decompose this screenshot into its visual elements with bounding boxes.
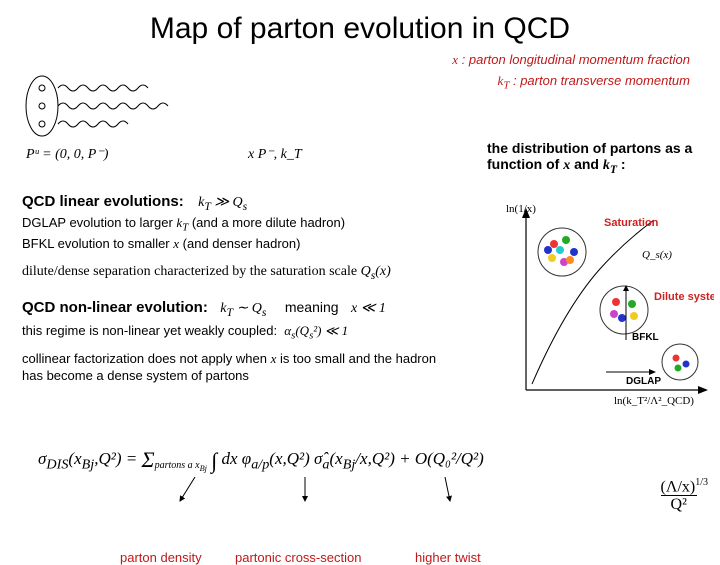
corner-formula: (Λ/x)1/3 Q²: [661, 477, 708, 514]
linear-cond: kT ≫ Qs: [198, 195, 247, 210]
arrow-cross: partonic cross-section: [235, 550, 361, 565]
arrow-twist: higher twist: [415, 550, 481, 565]
svg-text:Saturation: Saturation: [604, 217, 659, 229]
phase-diagram: ln(1/x) Saturation Q_s(x) Dilute system …: [504, 200, 714, 430]
xpkt-label: x P⁻, k_T: [248, 146, 302, 163]
svg-text:DGLAP: DGLAP: [626, 376, 661, 387]
nonlinear-cond: kT ∼ Qs: [220, 301, 266, 316]
page-title: Map of parton evolution in QCD: [0, 12, 720, 46]
distribution-text: the distribution of partons as a functio…: [487, 140, 702, 176]
def-x: x : parton longitudinal momentum fractio…: [0, 50, 690, 71]
svg-text:Q_s(x): Q_s(x): [642, 249, 672, 261]
svg-text:ln(k_T²/Λ²_QCD): ln(k_T²/Λ²_QCD): [614, 395, 694, 407]
meaning-label: meaning: [285, 299, 339, 315]
linear-head: QCD linear evolutions:: [22, 193, 184, 210]
hadron-sketch: [22, 70, 332, 142]
nonlinear-head: QCD non-linear evolution:: [22, 299, 208, 316]
svg-text:ln(1/x): ln(1/x): [506, 203, 536, 215]
svg-text:Dilute system: Dilute system: [654, 291, 714, 303]
formula-arrows: [30, 477, 530, 517]
pmu-label: Pᵘ = (0, 0, P⁻): [26, 146, 108, 163]
collinear-line: collinear factorization does not apply w…: [22, 351, 442, 385]
svg-text:BFKL: BFKL: [632, 332, 659, 343]
meaning-cond: x ≪ 1: [351, 301, 386, 316]
arrow-density: parton density: [120, 550, 202, 565]
dis-formula: σDIS(xBj,Q²) = Σpartons a xBj ∫ dx φa/p(…: [38, 444, 484, 473]
